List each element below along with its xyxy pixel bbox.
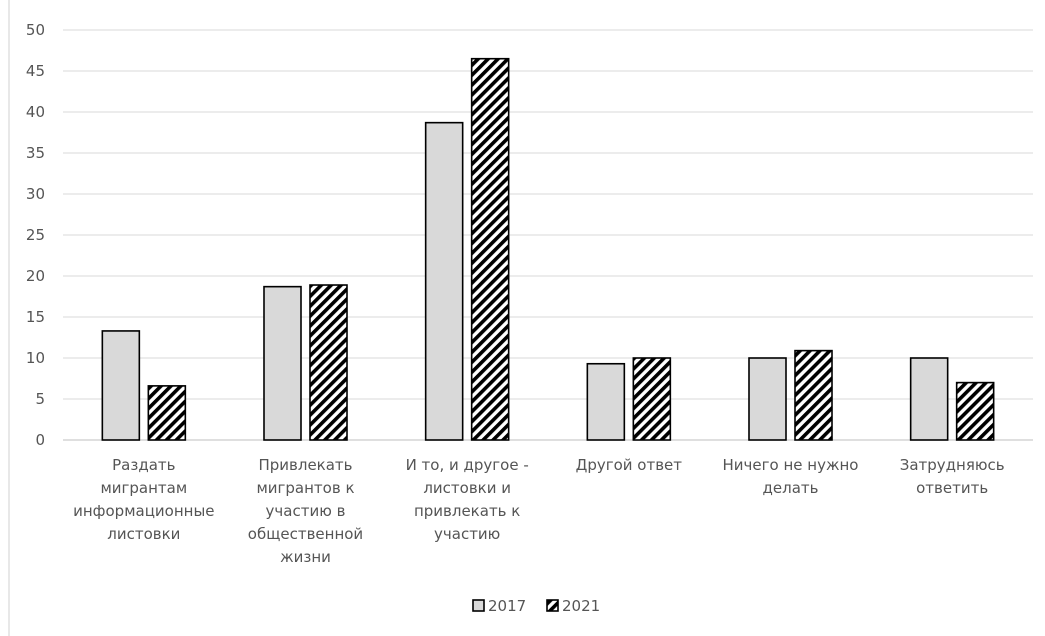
x-category-label-line: участию в [266, 502, 346, 520]
y-tick-label: 25 [26, 226, 45, 244]
y-tick-label: 35 [26, 144, 45, 162]
y-tick-label: 45 [26, 62, 45, 80]
legend-swatch-2021 [546, 599, 559, 612]
x-category-label-line: информационные [73, 502, 214, 520]
bar-2021-cat-6 [955, 381, 995, 441]
bar-2021-cat-1 [147, 385, 187, 441]
bar-2017-cat-4 [586, 362, 626, 441]
bar-2021-cat-4 [632, 357, 672, 441]
x-category-label-line: делать [763, 479, 819, 497]
bars [101, 57, 995, 441]
x-category-label-line: жизни [280, 548, 331, 566]
x-category-label-line: общественной [248, 525, 363, 543]
x-category-label-line: листовки [107, 525, 180, 543]
y-tick-label: 0 [35, 431, 45, 449]
y-tick-label: 20 [26, 267, 45, 285]
y-tick-label: 50 [26, 21, 45, 39]
x-category-label-line: участию [434, 525, 500, 543]
x-category-label: Ничего не нужно делать [723, 456, 859, 497]
bar-2017-cat-3 [424, 121, 464, 441]
x-category-label: Привлекать мигрантов к участию в общественн… [248, 456, 363, 566]
y-tick-label: 5 [35, 390, 45, 408]
legend-label-2021: 2021 [562, 597, 600, 615]
x-category-label-line: И то, и другое - [406, 456, 529, 474]
bar-2017-cat-5 [748, 357, 787, 441]
bar-2017-cat-2 [263, 285, 302, 441]
x-category-label-line: Привлекать [258, 456, 352, 474]
x-category-label-line: ответить [916, 479, 988, 497]
x-category-label: И то, и другое - листовки и привлекать к уч… [406, 456, 529, 543]
x-category-label-line: листовки и [423, 479, 511, 497]
bar-2017-cat-6 [909, 357, 949, 441]
bar-2021-cat-2 [309, 284, 348, 441]
y-tick-label: 40 [26, 103, 45, 121]
bar-2017-cat-1 [101, 330, 141, 441]
x-category-label-line: мигрантов к [256, 479, 354, 497]
x-category-label: Затрудняюсь ответить [900, 456, 1005, 497]
y-tick-label: 30 [26, 185, 45, 203]
legend-label-2017: 2017 [488, 597, 526, 615]
x-category-label: Другой ответ [576, 456, 683, 474]
bar-2021-cat-3 [470, 57, 510, 441]
y-tick-label: 10 [26, 349, 45, 367]
x-category-label-line: Другой ответ [576, 456, 683, 474]
x-category-label-line: Раздать [112, 456, 175, 474]
x-category-label-line: привлекать к [414, 502, 520, 520]
y-tick-label: 15 [26, 308, 45, 326]
x-category-label: Раздать мигрантам информационные листовки [73, 456, 214, 543]
gridlines [63, 29, 1033, 441]
bar-2021-cat-5 [794, 349, 833, 441]
x-category-label-line: Затрудняюсь [900, 456, 1005, 474]
x-axis-category-labels: Раздать мигрантам информационные листовки Пр… [73, 456, 1004, 566]
legend: 2017 2021 [472, 597, 600, 615]
legend-swatch-2017 [472, 599, 485, 612]
y-axis-ticks: 0 5 10 15 20 25 30 35 40 45 50 [26, 21, 45, 449]
x-category-label-line: Ничего не нужно [723, 456, 859, 474]
x-category-label-line: мигрантам [100, 479, 187, 497]
